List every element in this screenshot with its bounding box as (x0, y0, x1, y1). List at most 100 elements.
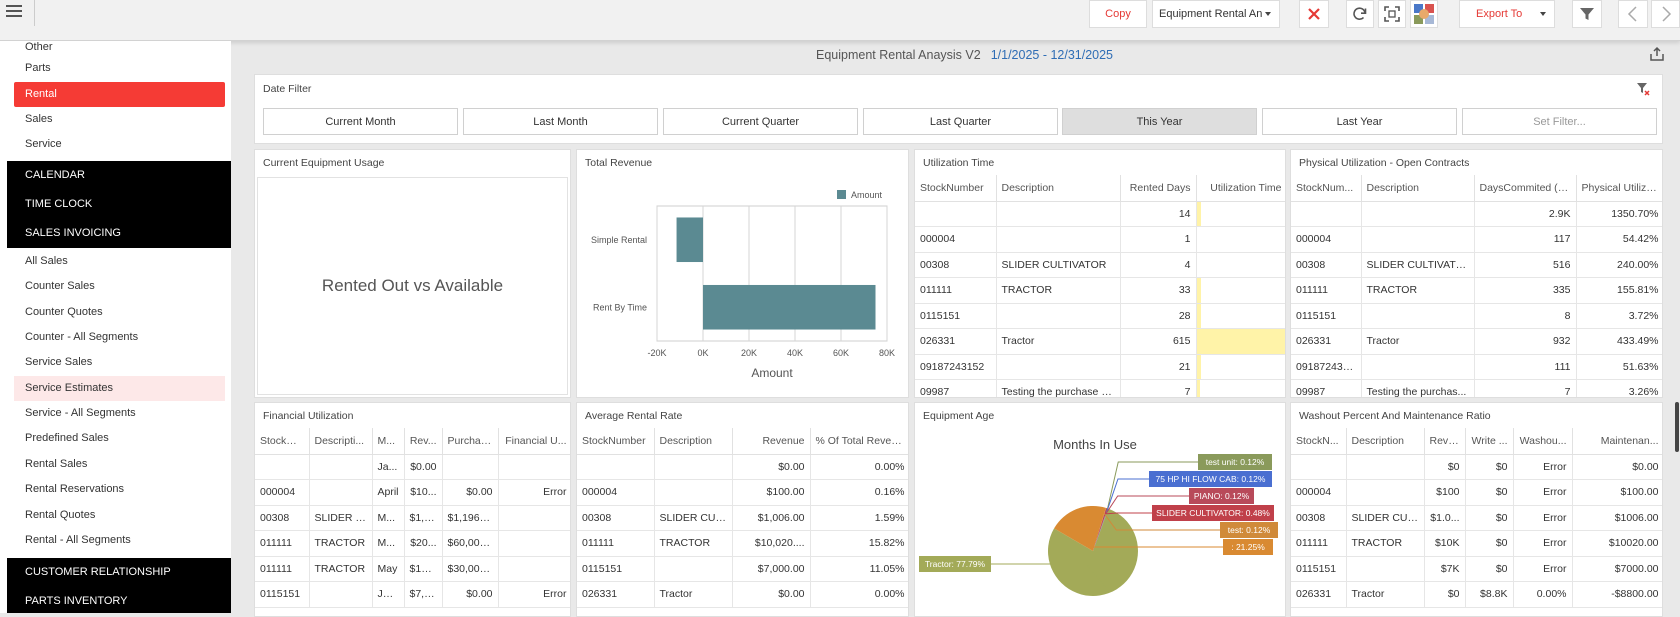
pie-slice[interactable] (1048, 508, 1138, 596)
table-row[interactable]: 011111 TRACTOR May $10,... $30,000... (255, 556, 570, 582)
close-icon[interactable] (1299, 0, 1329, 28)
column-header[interactable]: M... (372, 428, 405, 455)
table-row[interactable]: 0115151 $7K $0 Error $7000.00 (1291, 556, 1662, 582)
pie-slice[interactable] (1093, 508, 1108, 551)
bar[interactable] (676, 217, 703, 263)
sidebar-item-parts[interactable]: Parts (25, 62, 51, 74)
table-row[interactable]: 000004 1 (915, 226, 1285, 253)
table-row[interactable]: 026331 Tractor $0.00 0.00% (577, 581, 908, 608)
sidebar-item-service[interactable]: Service (25, 138, 62, 150)
pie-slice[interactable] (1093, 508, 1109, 551)
column-header[interactable]: Utilization Time (1196, 175, 1285, 202)
table-row[interactable]: 000004 $100.00 0.16% (577, 479, 908, 506)
column-header[interactable]: StockNumber (577, 428, 655, 455)
export-share-icon[interactable] (1649, 46, 1665, 62)
fullscreen-icon[interactable] (1378, 0, 1406, 28)
filter-this-year[interactable]: This Year (1062, 108, 1257, 135)
column-header[interactable]: StockNum... (1291, 175, 1362, 202)
pie-slice[interactable] (1093, 507, 1107, 551)
filter-last-quarter[interactable]: Last Quarter (863, 108, 1058, 135)
column-header[interactable]: Physical Utilizat... (1576, 175, 1662, 202)
dashboard-select[interactable]: Equipment Rental An (1152, 0, 1280, 28)
filter-icon[interactable] (1572, 0, 1602, 28)
pie-slice[interactable] (1093, 508, 1109, 551)
table-row[interactable]: 011111 TRACTOR 335 155.81% (1291, 277, 1662, 304)
table-row[interactable]: 011111 TRACTOR $10K $0 Error $10020.00 (1291, 530, 1662, 557)
table-row[interactable]: 026331 Tractor 932 433.49% (1291, 328, 1662, 355)
sidebar-item-rental-all-segments[interactable]: Rental - All Segments (25, 534, 131, 546)
table-row[interactable]: 011111 TRACTOR 33 (915, 277, 1285, 304)
sidebar-head-parts-inventory[interactable]: PARTS INVENTORY (7, 587, 231, 613)
table-row[interactable]: 000004 $100 $0 Error $100.00 (1291, 479, 1662, 506)
filter-last-month[interactable]: Last Month (463, 108, 658, 135)
chevron-right-icon[interactable] (1651, 0, 1680, 28)
sidebar-head-crm[interactable]: CUSTOMER RELATIONSHIP MANAGEMENT (7, 558, 231, 607)
column-header[interactable]: StockNum... (255, 428, 310, 455)
column-header[interactable]: Purchas... (442, 428, 499, 455)
table-row[interactable]: 091872431... 111 51.63% (1291, 354, 1662, 380)
table-row[interactable]: 09987 Testing the purchas... 7 3.26% (1291, 379, 1662, 397)
table-row[interactable]: 00308 SLIDER CULTIVATOR 4 (915, 252, 1285, 278)
sidebar-item-counter-sales[interactable]: Counter Sales (25, 280, 95, 292)
sidebar-head-time-clock[interactable]: TIME CLOCK (7, 190, 231, 219)
page-scrollbar[interactable] (1675, 402, 1679, 452)
table-row[interactable]: 000004 April $10... $0.00 Error (255, 479, 570, 506)
column-header[interactable]: Description (1346, 428, 1425, 455)
column-header[interactable]: % Of Total Revenue (810, 428, 908, 455)
bar[interactable] (703, 284, 876, 330)
sidebar-item-all-sales[interactable]: All Sales (25, 255, 68, 267)
hamburger-menu-icon[interactable] (6, 5, 22, 19)
sidebar-item-sales[interactable]: Sales (25, 113, 53, 125)
sidebar-item-service-all-segments[interactable]: Service - All Segments (25, 407, 136, 419)
table-row[interactable]: 011111 TRACTOR $10,020.... 15.82% (577, 530, 908, 557)
column-header[interactable]: Washou... (1513, 428, 1573, 455)
column-header[interactable]: Description (654, 428, 733, 455)
column-header[interactable]: Descripti... (309, 428, 373, 455)
pie-slice[interactable] (1054, 506, 1106, 551)
refresh-icon[interactable] (1346, 0, 1374, 28)
table-row[interactable]: 026331 Tractor $0 $8.8K 0.00% -$8800.00 (1291, 581, 1662, 608)
column-header[interactable]: Rented Days (1120, 175, 1197, 202)
sidebar-item-service-sales[interactable]: Service Sales (25, 356, 93, 368)
table-row[interactable]: 0115151 June $7,0... $0.00 Error (255, 581, 570, 608)
column-header[interactable]: Revenue (732, 428, 811, 455)
sidebar-item-rental-sales[interactable]: Rental Sales (25, 458, 88, 470)
sidebar-item-rental[interactable]: Rental (14, 82, 225, 107)
table-row[interactable]: 09187243152 21 (915, 354, 1285, 380)
table-row[interactable]: Ja... $0.00 (255, 454, 570, 480)
table-row[interactable]: 00308 SLIDER C... M... $1,0... $1,196.00 (255, 505, 570, 531)
sidebar-item-predefined-sales[interactable]: Predefined Sales (25, 432, 109, 444)
dashboard-date-range[interactable]: 1/1/2025 - 12/31/2025 (990, 48, 1114, 62)
sidebar-item-rental-quotes[interactable]: Rental Quotes (25, 509, 96, 521)
table-row[interactable]: $0.00 0.00% (577, 454, 908, 480)
table-row[interactable]: $0 $0 Error $0.00 (1291, 454, 1662, 480)
column-header[interactable]: DaysCommited (S... (1474, 175, 1577, 202)
filter-current-month[interactable]: Current Month (263, 108, 458, 135)
column-header[interactable]: StockNumber (915, 175, 997, 202)
table-row[interactable]: 000004 117 54.42% (1291, 226, 1662, 253)
sidebar-head-calendar[interactable]: CALENDAR (7, 161, 231, 190)
theme-palette-icon[interactable] (1410, 0, 1438, 28)
sidebar-head-sales-invoicing[interactable]: SALES INVOICING (7, 219, 231, 248)
table-row[interactable]: 2.9K 1350.70% (1291, 201, 1662, 227)
column-header[interactable]: Reve... (1424, 428, 1466, 455)
filter-set-filter[interactable]: Set Filter... (1462, 108, 1657, 135)
sidebar-item-service-estimates[interactable]: Service Estimates (14, 376, 225, 401)
sidebar-item-counter-quotes[interactable]: Counter Quotes (25, 306, 103, 318)
export-button[interactable]: Export To (1459, 0, 1555, 28)
column-header[interactable]: Description (1361, 175, 1475, 202)
column-header[interactable]: Maintenan... (1572, 428, 1662, 455)
pie-slice[interactable] (1093, 507, 1108, 551)
clear-filter-icon[interactable] (1636, 82, 1650, 96)
table-row[interactable]: 011111 TRACTOR M... $20... $60,000... (255, 530, 570, 557)
column-header[interactable]: Financial U... (498, 428, 570, 455)
copy-button[interactable]: Copy (1089, 0, 1147, 28)
table-row[interactable]: 026331 Tractor 615 (915, 328, 1285, 355)
sidebar-item-other[interactable]: Other (25, 41, 53, 53)
table-row[interactable]: 14 (915, 201, 1285, 227)
column-header[interactable]: Rev... (404, 428, 443, 455)
sidebar-item-counter-all-segments[interactable]: Counter - All Segments (25, 331, 139, 343)
column-header[interactable]: Write ... (1465, 428, 1514, 455)
